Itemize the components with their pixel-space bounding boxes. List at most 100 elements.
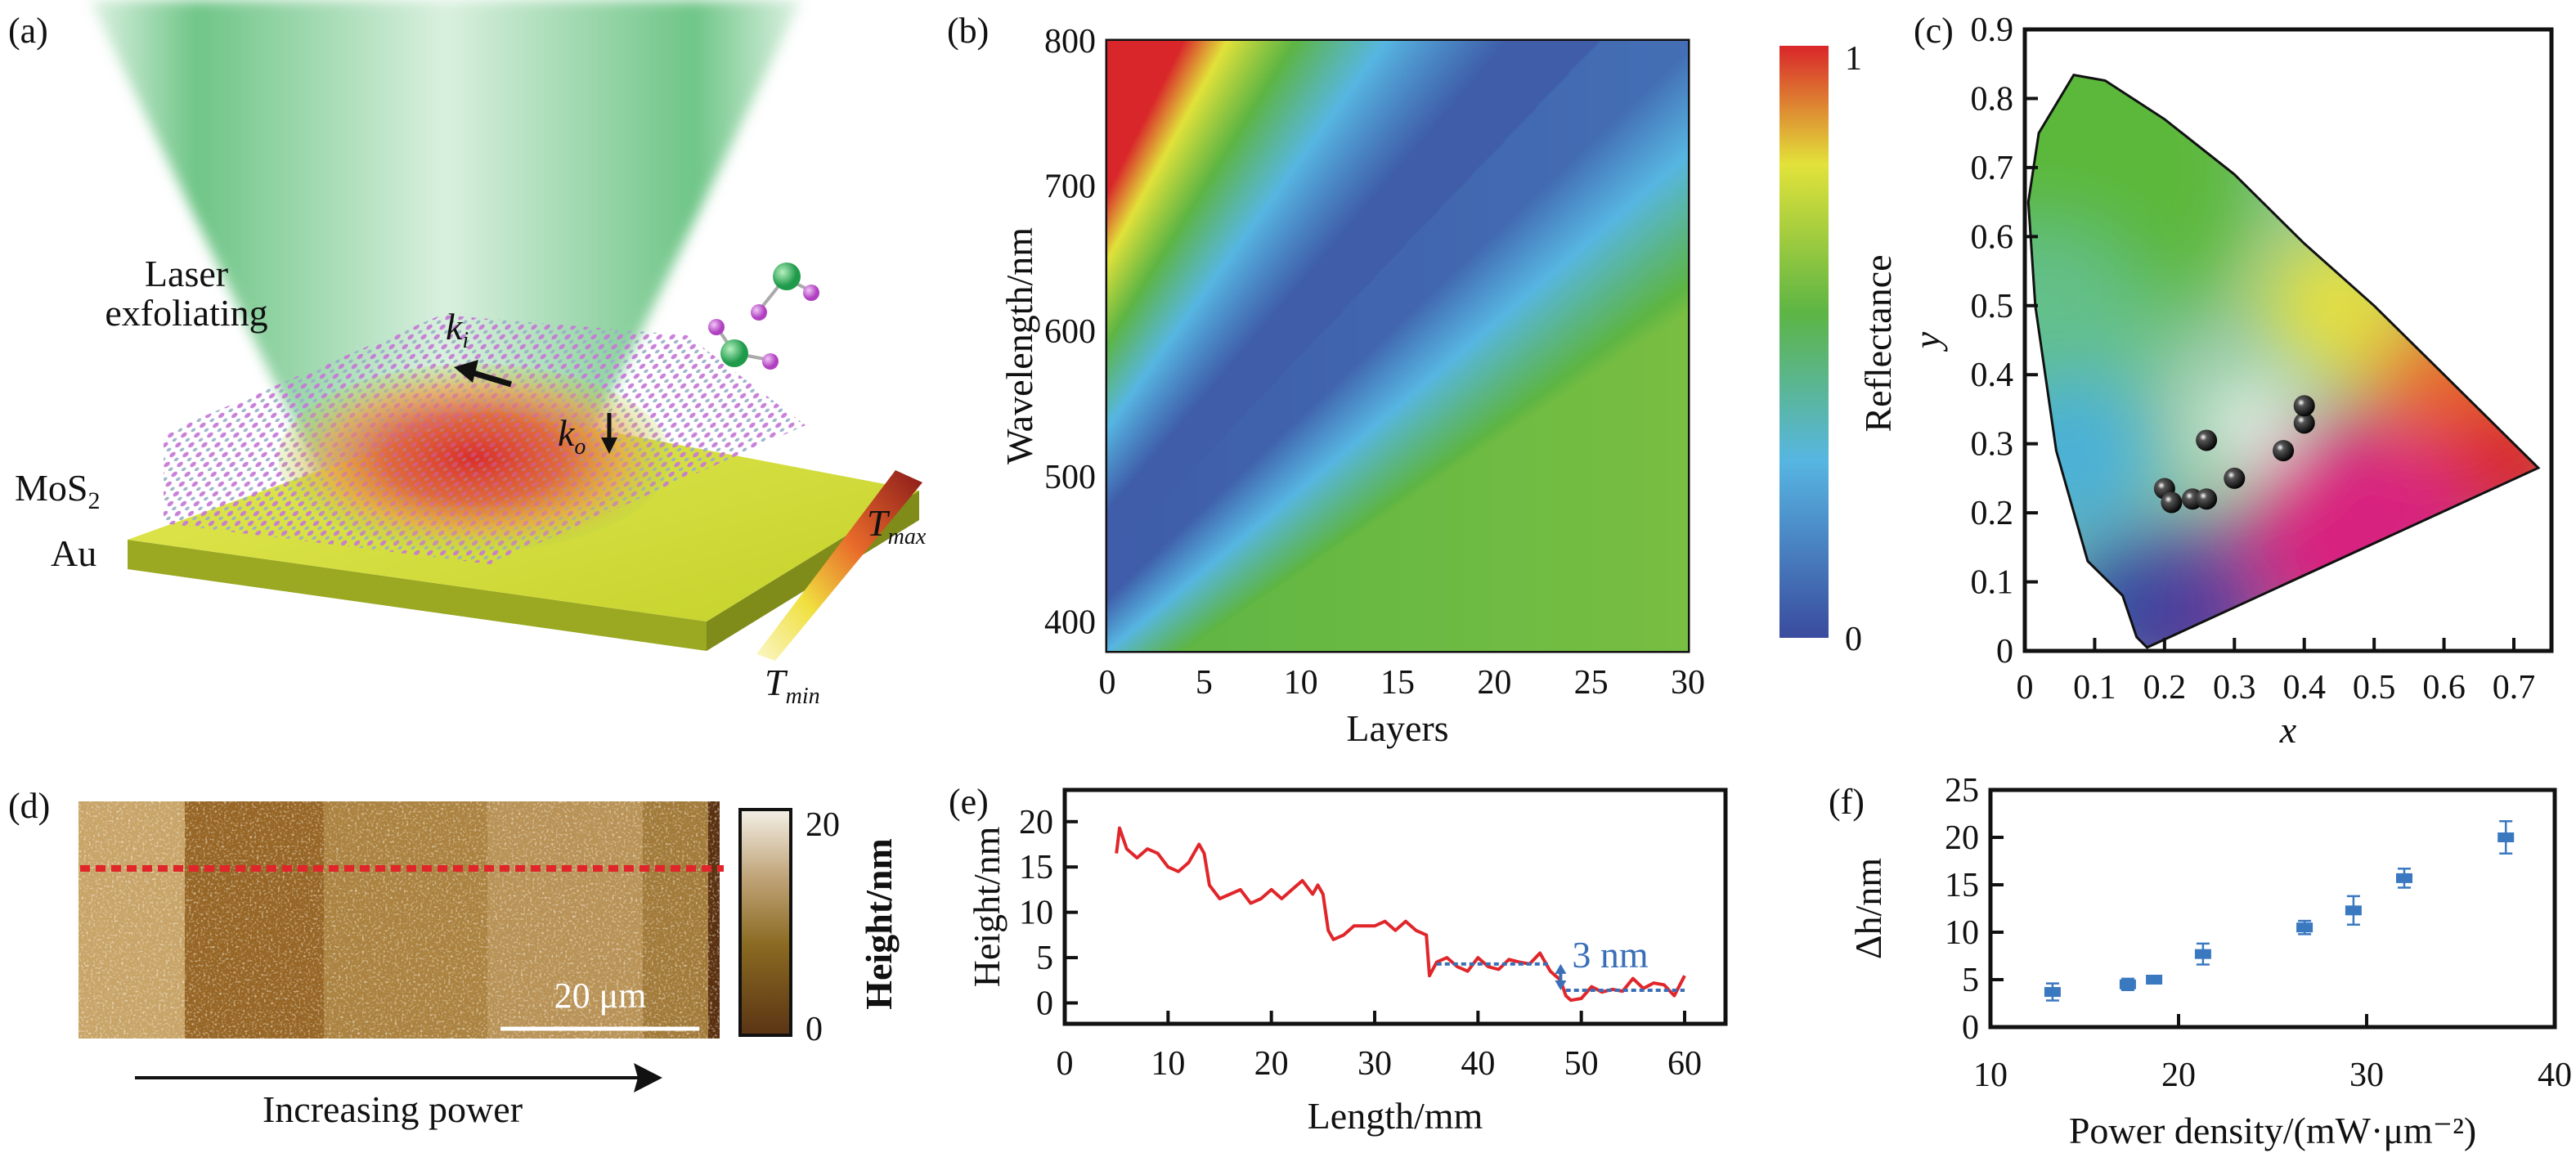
marker — [2119, 979, 2136, 989]
desorbed-molecules — [708, 262, 819, 370]
afm-image — [79, 801, 720, 1039]
marker — [2396, 873, 2412, 883]
increasing-power-arrow-icon — [135, 1063, 662, 1092]
x-tick-label: 40 — [2538, 1057, 2572, 1094]
x-tick-label: 0.1 — [2073, 669, 2116, 707]
x-tick-label: 30 — [1671, 664, 1705, 702]
ko-label: ko — [558, 412, 586, 460]
y-tick-label: 0 — [1036, 985, 1053, 1023]
data-point — [2194, 942, 2211, 966]
chromaticity-point — [2224, 467, 2246, 489]
data-point — [2396, 868, 2412, 889]
y-tick-label: 0 — [1962, 1009, 1979, 1047]
x-tick-label: 50 — [1564, 1045, 1599, 1083]
marker — [2345, 905, 2362, 916]
x-axis-label: x — [2279, 709, 2297, 751]
panel-f-scatter: (f) 10 20 30 40 0 5 10 15 20 25 Power density/(mW·… — [1829, 772, 2572, 1151]
x-tick-label: 10 — [1284, 664, 1318, 702]
colorbar-d-tick-min: 0 — [806, 1011, 823, 1048]
ko-arrow-icon — [601, 413, 617, 454]
x-tick-label: 0.2 — [2143, 669, 2187, 707]
data-point — [2044, 982, 2061, 1002]
chromaticity-point — [2196, 488, 2218, 510]
data-point — [2146, 975, 2163, 985]
data-point — [2345, 895, 2362, 926]
y-tick-label: 20 — [1019, 804, 1053, 841]
colorbar-label: Reflectance — [1857, 254, 1899, 432]
x-tick-label: 5 — [1196, 664, 1213, 702]
y-tick-label: 0.9 — [1971, 11, 2014, 49]
y-tick-label: 10 — [1945, 914, 1979, 952]
laser-text-line2: exfoliating — [105, 292, 267, 334]
tmax-label: Tmax — [867, 502, 927, 550]
y-tick-label: 5 — [1962, 962, 1979, 999]
chromaticity-point — [2293, 395, 2315, 417]
y-tick-label: 800 — [1044, 23, 1096, 61]
x-tick-label: 20 — [1477, 664, 1511, 702]
y-tick-label: 0.2 — [1971, 495, 2014, 532]
y-tick-label: 0.7 — [1971, 150, 2014, 187]
x-tick-label: 0.6 — [2422, 669, 2466, 707]
colorbar-d-tick-max: 20 — [806, 806, 840, 844]
panel-e-label: (e) — [949, 782, 989, 822]
y-tick-label: 600 — [1044, 313, 1096, 351]
chromaticity-point — [2161, 491, 2183, 514]
marker — [2194, 949, 2211, 959]
colorbar-tick-min: 0 — [1845, 621, 1862, 658]
step-arrow-head-up — [1555, 963, 1567, 974]
x-tick-label: 0.3 — [2213, 669, 2256, 707]
y-tick-label: 15 — [1945, 867, 1979, 904]
temperature-colorbar — [756, 470, 922, 661]
panel-d-afm: (d) 20 μm 20 0 Height/nm Increasing powe… — [8, 786, 900, 1130]
y-tick-label: 0 — [1996, 633, 2013, 671]
x-tick-label: 30 — [1358, 1045, 1392, 1083]
plot-frame — [2022, 27, 2554, 653]
marker — [2296, 922, 2313, 933]
plot-frame — [1988, 787, 2557, 1030]
au-label: Au — [51, 532, 96, 574]
reflectance-heatmap — [1107, 41, 1688, 651]
panel-e-height-profile: (e) 0 10 20 30 40 50 60 0 5 10 15 20 Length/mm Height… — [949, 782, 1728, 1137]
y-tick-label: 0.5 — [1971, 288, 2014, 325]
x-tick-label: 0.5 — [2353, 669, 2396, 707]
plot-frame — [1062, 787, 1728, 1026]
ki-label: ki — [446, 306, 469, 353]
x-tick-label: 20 — [2161, 1057, 2196, 1094]
increasing-power-label: Increasing power — [263, 1088, 523, 1130]
y-axis-label: Wavelength/nm — [999, 227, 1040, 464]
scale-bar-label: 20 μm — [554, 976, 647, 1016]
y-tick-label: 20 — [1945, 819, 1979, 857]
x-axis-label: Layers — [1346, 707, 1448, 749]
tmin-label: Tmin — [765, 662, 820, 709]
panel-b-label: (b) — [947, 11, 989, 51]
data-point — [2119, 977, 2136, 992]
y-axis-label: y — [1906, 331, 1948, 352]
marker — [2146, 975, 2163, 985]
ki-arrow-icon — [454, 360, 513, 388]
step-arrow-head-down — [1555, 980, 1567, 990]
chromaticity-point — [2293, 412, 2315, 434]
x-axis-label: Power density/(mW·μm⁻²) — [2069, 1110, 2476, 1151]
mos2-lattice-overlay — [164, 315, 806, 564]
panel-a-schematic: (a) Laser exfoliating MoS2 Au ki ko — [8, 0, 927, 709]
panel-c-label: (c) — [1914, 11, 1954, 51]
y-tick-label: 400 — [1044, 603, 1096, 641]
colorbar-d-label: Height/nm — [858, 838, 900, 1010]
laser-text-line1: Laser — [145, 253, 228, 294]
y-tick-label: 700 — [1044, 168, 1096, 206]
panel-d-label: (d) — [8, 786, 50, 826]
x-tick-label: 40 — [1461, 1045, 1495, 1083]
x-tick-label: 0.4 — [2282, 669, 2326, 707]
x-tick-label: 0.7 — [2493, 669, 2536, 707]
spectral-locus — [2026, 74, 2541, 649]
y-tick-label: 500 — [1044, 459, 1096, 496]
marker — [2044, 987, 2061, 998]
panel-a-label: (a) — [8, 11, 48, 51]
x-tick-label: 0 — [2017, 669, 2034, 707]
x-tick-label: 10 — [1151, 1045, 1185, 1083]
y-tick-label: 0.8 — [1971, 80, 2014, 118]
y-tick-label: 0.3 — [1971, 426, 2014, 464]
y-axis-label: Height/nm — [966, 826, 1008, 987]
x-tick-label: 25 — [1574, 664, 1609, 702]
